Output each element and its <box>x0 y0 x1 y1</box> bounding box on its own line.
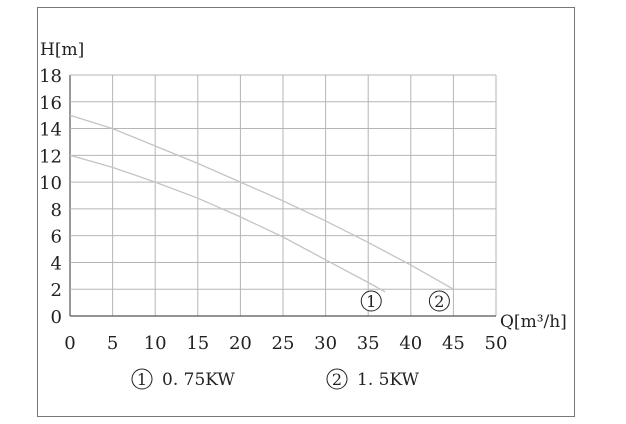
legend: 1 0. 75KW 2 1. 5KW <box>131 368 420 390</box>
x-tick-label: 5 <box>107 333 118 354</box>
y-tick-label: 0 <box>51 307 62 328</box>
y-tick-label: 8 <box>51 200 62 221</box>
y-tick-label: 10 <box>39 173 62 194</box>
x-tick-label: 40 <box>399 333 422 354</box>
legend-label: 1. 5KW <box>357 370 420 390</box>
x-tick-label: 10 <box>144 333 167 354</box>
series-line-2 <box>69 114 454 290</box>
y-tick-label: 6 <box>51 227 62 248</box>
curve-marker-circle <box>360 290 382 312</box>
curve-marker-circle <box>428 290 450 312</box>
y-axis-label: H[m] <box>40 40 84 60</box>
x-tick-label: 45 <box>442 333 465 354</box>
grid <box>69 74 497 317</box>
x-tick-label: 25 <box>272 333 295 354</box>
x-axis-label: Q[m³/h] <box>500 312 567 332</box>
series-line-1 <box>69 154 386 293</box>
y-tick-label: 16 <box>39 93 62 114</box>
y-tick-label: 2 <box>51 280 62 301</box>
y-tick-label: 18 <box>39 66 62 87</box>
y-tick-label: 14 <box>39 120 62 141</box>
legend-marker-circle <box>131 368 153 390</box>
legend-label: 0. 75KW <box>162 370 235 390</box>
x-tick-label: 0 <box>64 333 75 354</box>
x-tick-label: 30 <box>314 333 337 354</box>
legend-marker-number: 1 <box>137 370 147 389</box>
curve-marker-number: 2 <box>434 292 444 311</box>
legend-marker-number: 2 <box>332 370 342 389</box>
x-tick-label: 35 <box>357 333 380 354</box>
legend-marker-circle <box>326 368 348 390</box>
y-tick-label: 4 <box>51 253 62 274</box>
series-lines <box>69 114 454 293</box>
curve-marker-number: 1 <box>366 292 376 311</box>
y-tick-label: 12 <box>39 146 62 167</box>
chart-frame <box>37 7 575 417</box>
x-tick-label: 20 <box>229 333 252 354</box>
x-tick-label: 50 <box>485 333 508 354</box>
x-tick-label: 15 <box>186 333 209 354</box>
